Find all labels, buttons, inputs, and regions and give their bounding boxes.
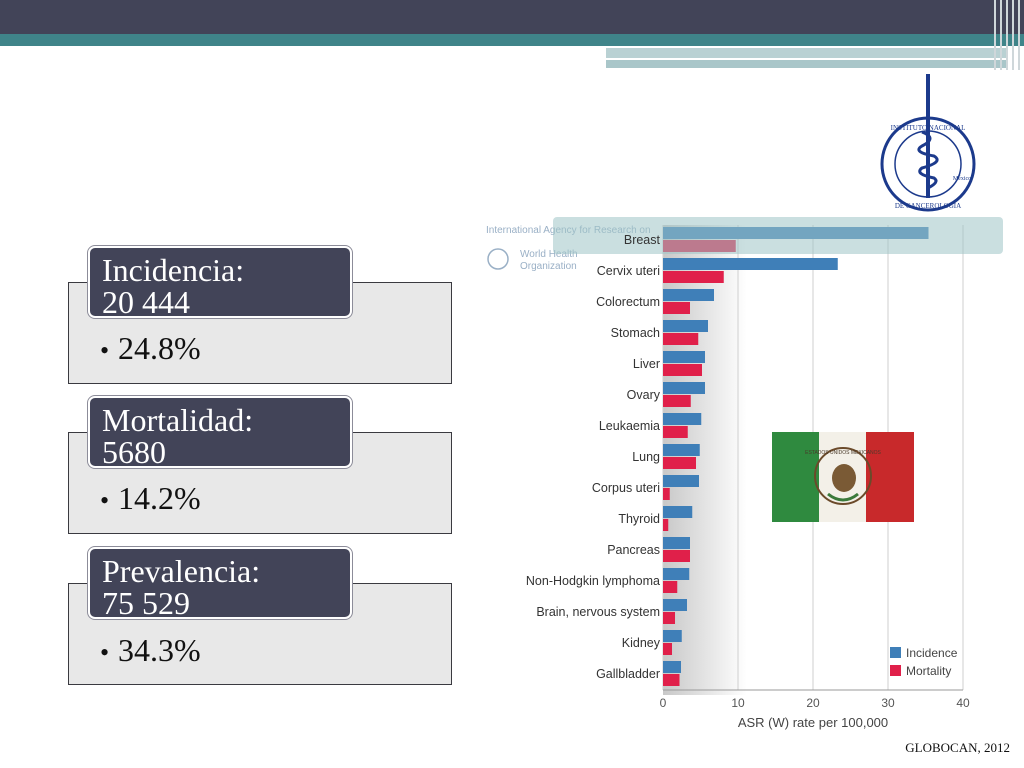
category-label: Gallbladder	[596, 667, 660, 681]
mortality-bar-liver	[663, 364, 702, 376]
header-stripes	[992, 0, 1024, 70]
mortalidad-header: Mortalidad: 5680	[88, 396, 352, 468]
prevalencia-percent: 34.3%	[118, 632, 201, 668]
prevalencia-header: Prevalencia: 75 529	[88, 547, 352, 619]
category-label: Ovary	[627, 388, 661, 402]
header-bar	[0, 0, 1024, 34]
x-tick-label: 30	[881, 696, 895, 710]
category-label: Liver	[633, 357, 660, 371]
header-light-bar-2	[606, 60, 1006, 68]
watermark-who-line2: Organization	[520, 261, 577, 272]
incidence-bar-gallbladder	[663, 661, 681, 673]
mortalidad-value: 5680	[102, 434, 166, 470]
legend-mortality-swatch	[890, 665, 901, 676]
mortality-bar-colorectum	[663, 302, 690, 314]
category-label: Lung	[632, 450, 660, 464]
x-tick-label: 0	[660, 696, 667, 710]
x-tick-label: 20	[806, 696, 820, 710]
watermark-who-line1: World Health	[520, 249, 578, 260]
category-label: Brain, nervous system	[536, 605, 660, 619]
mortality-bar-stomach	[663, 333, 699, 345]
flag-seal-text: ESTADOS UNIDOS MEXICANOS	[805, 450, 881, 456]
x-tick-label: 40	[956, 696, 970, 710]
x-axis-label: ASR (W) rate per 100,000	[738, 715, 888, 730]
legend-incidence-swatch	[890, 647, 901, 658]
header-light-bar	[606, 48, 1006, 58]
mortality-bar-ovary	[663, 395, 691, 407]
logo-text-country: México	[953, 176, 971, 182]
incidencia-header: Incidencia: 20 444	[88, 246, 352, 318]
mortality-bar-thyroid	[663, 519, 669, 531]
incidence-bar-leukaemia	[663, 413, 702, 425]
incidence-bar-lung	[663, 444, 700, 456]
prevalencia-bullet: • 34.3%	[100, 632, 201, 668]
incidence-bar-thyroid	[663, 506, 693, 518]
incidence-bar-liver	[663, 351, 705, 363]
mortality-bar-non-hodgkin-lymphoma	[663, 581, 678, 593]
incidencia-bullet: • 24.8%	[100, 330, 201, 366]
incidence-bar-ovary	[663, 382, 705, 394]
header-accent-bar	[0, 34, 1024, 46]
mortality-bar-corpus-uteri	[663, 488, 670, 500]
prevalencia-label: Prevalencia:	[102, 553, 261, 589]
category-label: Thyroid	[618, 512, 660, 526]
breast-highlight	[553, 217, 1003, 254]
mortality-bar-cervix-uteri	[663, 271, 724, 283]
mortality-bar-kidney	[663, 643, 672, 655]
category-label: Kidney	[622, 636, 661, 650]
who-emblem-icon	[487, 248, 509, 270]
legend-mortality-label: Mortality	[906, 664, 951, 678]
incidencia-value: 20 444	[102, 284, 190, 320]
incidence-bar-non-hodgkin-lymphoma	[663, 568, 690, 580]
mortality-bar-gallbladder	[663, 674, 680, 686]
legend-incidence-label: Incidence	[906, 646, 958, 660]
logo-text-top: INSTITUTO NACIONAL	[891, 124, 966, 132]
incidence-bar-cervix-uteri	[663, 258, 838, 270]
source-citation: GLOBOCAN, 2012	[905, 740, 1010, 755]
mortalidad-label: Mortalidad:	[102, 402, 254, 438]
incidence-bar-colorectum	[663, 289, 714, 301]
incidence-bar-corpus-uteri	[663, 475, 699, 487]
logo-text-bottom: DE CANCEROLOGIA	[895, 202, 961, 210]
prevalencia-value: 75 529	[102, 585, 190, 621]
mortality-bar-leukaemia	[663, 426, 688, 438]
incidence-bar-pancreas	[663, 537, 690, 549]
mexico-flag-image: ESTADOS UNIDOS MEXICANOS	[772, 432, 914, 522]
category-label: Cervix uteri	[597, 264, 660, 278]
x-tick-label: 10	[731, 696, 745, 710]
mortalidad-bullet: • 14.2%	[100, 480, 201, 516]
category-label: Stomach	[611, 326, 660, 340]
instituto-logo: INSTITUTO NACIONAL DE CANCEROLOGIA Méxic…	[880, 74, 976, 212]
category-label: Leukaemia	[599, 419, 660, 433]
incidencia-percent: 24.8%	[118, 330, 201, 366]
mortality-bar-brain-nervous-system	[663, 612, 675, 624]
category-label: Pancreas	[607, 543, 660, 557]
mortality-bar-pancreas	[663, 550, 690, 562]
mortality-bar-lung	[663, 457, 696, 469]
incidence-bar-kidney	[663, 630, 682, 642]
incidence-bar-stomach	[663, 320, 708, 332]
cancer-rate-chart: International Agency for Research on Wor…	[486, 217, 1003, 730]
incidence-bar-brain-nervous-system	[663, 599, 687, 611]
category-label: Breast	[624, 233, 661, 247]
category-label: Corpus uteri	[592, 481, 660, 495]
category-label: Colorectum	[596, 295, 660, 309]
incidencia-label: Incidencia:	[102, 252, 245, 288]
mortalidad-percent: 14.2%	[118, 480, 201, 516]
category-label: Non-Hodgkin lymphoma	[526, 574, 660, 588]
